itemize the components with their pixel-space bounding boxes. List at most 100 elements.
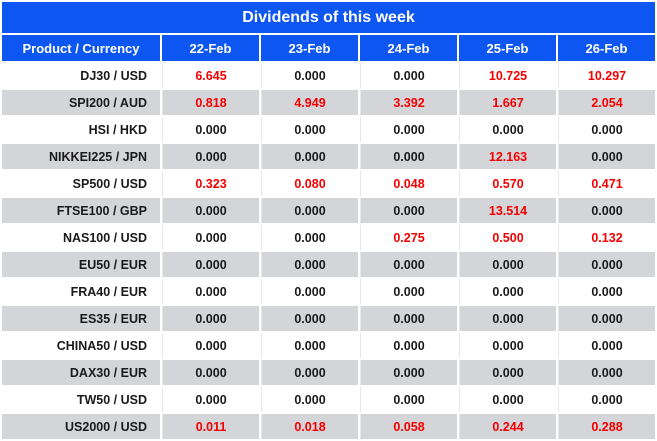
product-currency-cell: CHINA50 / USD: [2, 333, 160, 358]
column-header-22-feb: 22-Feb: [162, 35, 259, 61]
dividend-value-cell: 0.000: [162, 144, 259, 169]
dividend-value-cell: 0.000: [162, 117, 259, 142]
product-currency-cell: ES35 / EUR: [2, 306, 160, 331]
table-row: ES35 / EUR 0.000 0.000 0.000 0.000 0.000: [2, 306, 655, 331]
dividend-value-cell: 0.000: [360, 306, 457, 331]
product-currency-cell: DJ30 / USD: [2, 63, 160, 88]
product-currency-cell: FRA40 / EUR: [2, 279, 160, 304]
column-header-26-feb: 26-Feb: [558, 35, 655, 61]
table-row: US2000 / USD 0.011 0.018 0.058 0.244 0.288: [2, 414, 655, 439]
dividend-value-cell: 0.570: [459, 171, 556, 196]
dividend-value-cell: 0.018: [261, 414, 358, 439]
dividend-value-cell: 0.000: [162, 198, 259, 223]
dividend-value-cell: 0.000: [459, 252, 556, 277]
dividend-value-cell: 0.058: [360, 414, 457, 439]
table-title: Dividends of this week: [2, 2, 655, 33]
dividend-value-cell: 0.000: [360, 360, 457, 385]
column-header-product-currency: Product / Currency: [2, 35, 160, 61]
dividend-value-cell: 2.054: [558, 90, 655, 115]
dividend-value-cell: 0.000: [261, 252, 358, 277]
dividend-value-cell: 0.000: [360, 198, 457, 223]
product-currency-cell: NAS100 / USD: [2, 225, 160, 250]
dividend-value-cell: 0.000: [162, 387, 259, 412]
dividend-value-cell: 0.000: [360, 117, 457, 142]
dividend-value-cell: 0.000: [261, 117, 358, 142]
table-body: DJ30 / USD 6.645 0.000 0.000 10.725 10.297 SPI…: [2, 63, 655, 439]
dividend-value-cell: 0.000: [558, 144, 655, 169]
dividend-value-cell: 0.011: [162, 414, 259, 439]
dividend-value-cell: 13.514: [459, 198, 556, 223]
dividend-value-cell: 0.000: [558, 198, 655, 223]
dividend-value-cell: 0.000: [261, 333, 358, 358]
column-header-24-feb: 24-Feb: [360, 35, 457, 61]
table-row: EU50 / EUR 0.000 0.000 0.000 0.000 0.000: [2, 252, 655, 277]
dividend-value-cell: 0.000: [162, 333, 259, 358]
dividend-value-cell: 4.949: [261, 90, 358, 115]
dividend-value-cell: 0.000: [360, 279, 457, 304]
dividend-value-cell: 0.080: [261, 171, 358, 196]
product-currency-cell: EU50 / EUR: [2, 252, 160, 277]
dividend-value-cell: 10.725: [459, 63, 556, 88]
dividend-value-cell: 0.000: [162, 279, 259, 304]
dividend-value-cell: 0.000: [360, 252, 457, 277]
dividend-value-cell: 0.471: [558, 171, 655, 196]
dividend-value-cell: 0.048: [360, 171, 457, 196]
dividend-value-cell: 0.000: [558, 252, 655, 277]
dividend-value-cell: 0.000: [162, 306, 259, 331]
column-header-25-feb: 25-Feb: [459, 35, 556, 61]
table-row: NIKKEI225 / JPN 0.000 0.000 0.000 12.163 0.00…: [2, 144, 655, 169]
dividend-value-cell: 0.000: [459, 117, 556, 142]
dividend-value-cell: 0.000: [360, 333, 457, 358]
product-currency-cell: SPI200 / AUD: [2, 90, 160, 115]
table-row: FTSE100 / GBP 0.000 0.000 0.000 13.514 0.000: [2, 198, 655, 223]
dividend-value-cell: 6.645: [162, 63, 259, 88]
dividend-value-cell: 0.000: [558, 279, 655, 304]
dividend-value-cell: 0.132: [558, 225, 655, 250]
product-currency-cell: FTSE100 / GBP: [2, 198, 160, 223]
dividend-value-cell: 0.000: [558, 117, 655, 142]
dividend-value-cell: 1.667: [459, 90, 556, 115]
dividend-value-cell: 0.244: [459, 414, 556, 439]
table-row: DAX30 / EUR 0.000 0.000 0.000 0.000 0.000: [2, 360, 655, 385]
dividend-value-cell: 3.392: [360, 90, 457, 115]
table-row: NAS100 / USD 0.000 0.000 0.275 0.500 0.132: [2, 225, 655, 250]
table-row: SP500 / USD 0.323 0.080 0.048 0.570 0.471: [2, 171, 655, 196]
dividend-value-cell: 0.000: [558, 387, 655, 412]
title-row: Dividends of this week: [2, 2, 655, 33]
dividend-value-cell: 0.288: [558, 414, 655, 439]
dividend-value-cell: 0.000: [162, 225, 259, 250]
dividend-value-cell: 0.000: [459, 360, 556, 385]
dividend-value-cell: 0.323: [162, 171, 259, 196]
dividend-value-cell: 10.297: [558, 63, 655, 88]
dividend-value-cell: 0.275: [360, 225, 457, 250]
dividend-value-cell: 0.000: [360, 144, 457, 169]
product-currency-cell: US2000 / USD: [2, 414, 160, 439]
table-row: TW50 / USD 0.000 0.000 0.000 0.000 0.000: [2, 387, 655, 412]
product-currency-cell: DAX30 / EUR: [2, 360, 160, 385]
dividend-value-cell: 12.163: [459, 144, 556, 169]
product-currency-cell: TW50 / USD: [2, 387, 160, 412]
dividend-value-cell: 0.000: [261, 279, 358, 304]
dividend-value-cell: 0.000: [261, 225, 358, 250]
dividend-value-cell: 0.000: [558, 360, 655, 385]
dividend-value-cell: 0.000: [261, 387, 358, 412]
table-row: DJ30 / USD 6.645 0.000 0.000 10.725 10.297: [2, 63, 655, 88]
dividend-value-cell: 0.000: [261, 198, 358, 223]
table-row: FRA40 / EUR 0.000 0.000 0.000 0.000 0.000: [2, 279, 655, 304]
column-header-23-feb: 23-Feb: [261, 35, 358, 61]
product-currency-cell: NIKKEI225 / JPN: [2, 144, 160, 169]
dividend-value-cell: 0.000: [261, 306, 358, 331]
dividend-value-cell: 0.000: [558, 306, 655, 331]
table-row: HSI / HKD 0.000 0.000 0.000 0.000 0.000: [2, 117, 655, 142]
product-currency-cell: SP500 / USD: [2, 171, 160, 196]
dividend-value-cell: 0.000: [261, 63, 358, 88]
dividend-value-cell: 0.000: [261, 144, 358, 169]
dividend-value-cell: 0.000: [459, 306, 556, 331]
dividend-value-cell: 0.000: [459, 279, 556, 304]
dividend-value-cell: 0.000: [558, 333, 655, 358]
dividend-value-cell: 0.000: [162, 252, 259, 277]
dividend-value-cell: 0.000: [261, 360, 358, 385]
dividend-value-cell: 0.000: [459, 333, 556, 358]
table-row: SPI200 / AUD 0.818 4.949 3.392 1.667 2.054: [2, 90, 655, 115]
